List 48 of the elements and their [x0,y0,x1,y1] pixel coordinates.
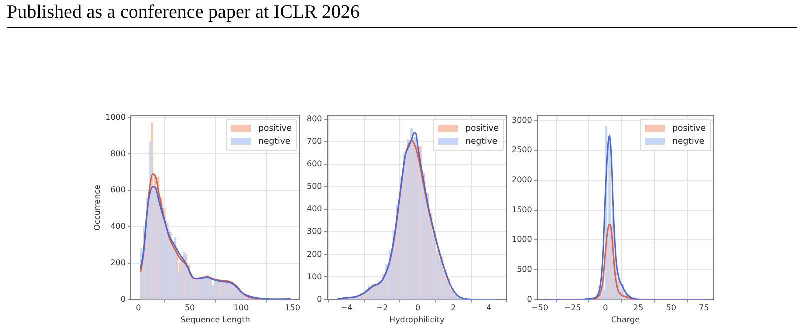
x-tick-label: −50 [532,304,548,313]
x-tick-label: 50 [666,304,676,313]
y-axis-title: Occurrence [92,184,102,231]
y-tick-label: 200 [110,258,126,268]
y-tick-label: 0 [120,294,126,304]
legend-label: positive [258,124,292,134]
x-tick-label: 100 [234,304,250,313]
y-tick-label: 500 [517,265,532,274]
x-axis-title: Sequence Length [180,315,250,324]
y-tick-label: 800 [110,149,126,158]
y-tick-label: 3000 [512,116,532,125]
y-tick-label: 300 [306,227,322,236]
y-tick-label: 100 [306,272,322,282]
y-tick-label: 1000 [106,112,126,122]
y-tick-label: 800 [306,114,322,124]
x-axis-title: Hydrophilicity [390,315,445,324]
x-axis-title: Charge [611,315,640,324]
x-tick-label: 2 [451,304,456,313]
x-tick-label: 50 [184,304,196,313]
y-tick-label: 600 [306,160,322,169]
x-tick-label: 75 [699,304,710,313]
legend-label: negtive [466,136,498,146]
y-tick-label: 400 [306,204,322,214]
x-tick-label: 4 [486,304,492,313]
x-tick-label: 25 [633,304,644,313]
legend-label: negtive [672,136,705,146]
x-tick-label: 150 [285,304,300,313]
y-tick-label: 200 [306,250,322,259]
y-tick-label: 500 [306,182,322,192]
y-tick-label: 0 [317,294,322,304]
y-tick-label: 1000 [512,235,532,244]
x-tick-label: 0 [415,304,421,313]
legend-label: negtive [258,136,291,146]
x-tick-label: 0 [603,304,608,313]
y-tick-label: 400 [110,222,126,232]
y-tick-label: 2500 [512,146,532,155]
legend-label: positive [672,124,706,134]
x-tick-label: −25 [564,304,582,313]
text: Published as a conference paper at ICLR 2026 [7,2,797,28]
legend-label: positive [466,124,499,134]
y-tick-label: 1500 [512,205,532,214]
y-tick-label: 700 [306,137,322,146]
y-tick-label: 2000 [512,176,532,185]
x-tick-label: −2 [376,304,388,313]
y-tick-label: 0 [527,294,532,304]
y-tick-label: 600 [110,186,126,195]
x-tick-label: 0 [136,304,142,313]
x-tick-label: −4 [340,304,353,313]
